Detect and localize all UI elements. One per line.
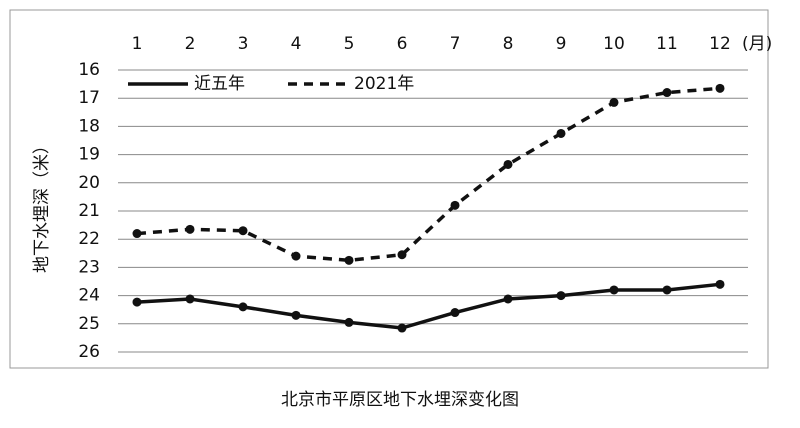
chart-title: 北京市平原区地下水埋深变化图 (281, 390, 519, 410)
x-tick-label: 5 (344, 34, 355, 54)
data-point (291, 251, 301, 261)
data-point (397, 323, 407, 333)
y-tick-label: 16 (78, 60, 100, 80)
data-point (132, 229, 142, 239)
x-tick-label: 3 (238, 34, 249, 54)
y-tick-label: 17 (78, 88, 100, 108)
y-tick-label: 23 (78, 257, 100, 277)
x-tick-label: 1 (132, 34, 143, 54)
y-tick-label: 18 (78, 116, 100, 136)
x-axis-unit: (月) (742, 34, 772, 54)
data-point (503, 159, 513, 169)
x-tick-label: 7 (450, 34, 461, 54)
data-point (450, 200, 460, 210)
y-tick-label: 20 (78, 173, 100, 193)
y-tick-label: 22 (78, 229, 100, 249)
data-point (185, 224, 195, 234)
y-tick-label: 24 (78, 286, 100, 306)
legend-label: 近五年 (194, 74, 245, 94)
data-point (715, 279, 725, 289)
data-point (238, 302, 248, 312)
x-tick-label: 11 (656, 34, 678, 54)
x-tick-label: 12 (709, 34, 731, 54)
data-point (185, 294, 195, 304)
data-point (132, 297, 142, 307)
data-point (291, 310, 301, 320)
y-tick-label: 25 (78, 314, 100, 334)
x-tick-label: 6 (397, 34, 408, 54)
series-line (136, 86, 721, 263)
y-tick-label: 21 (78, 201, 100, 221)
y-tick-label: 19 (78, 145, 100, 165)
data-point (503, 294, 513, 304)
data-point (662, 88, 672, 98)
legend-label: 2021年 (354, 74, 414, 94)
data-point (397, 250, 407, 260)
x-tick-label: 10 (603, 34, 625, 54)
chart-frame (9, 9, 769, 369)
data-point (609, 97, 619, 107)
data-point (450, 308, 460, 318)
x-tick-label: 2 (185, 34, 196, 54)
x-tick-label: 4 (291, 34, 302, 54)
x-tick-label: 8 (503, 34, 514, 54)
data-point (609, 285, 619, 295)
y-axis-label: 地下水埋深（米） (32, 137, 52, 273)
data-point (238, 226, 248, 236)
data-point (344, 255, 354, 265)
data-point (344, 317, 354, 327)
series-line (136, 282, 721, 330)
data-point (662, 285, 672, 295)
data-point (556, 128, 566, 138)
data-point (556, 291, 566, 301)
data-point (715, 83, 725, 93)
y-tick-label: 26 (78, 342, 100, 362)
x-tick-label: 9 (556, 34, 567, 54)
